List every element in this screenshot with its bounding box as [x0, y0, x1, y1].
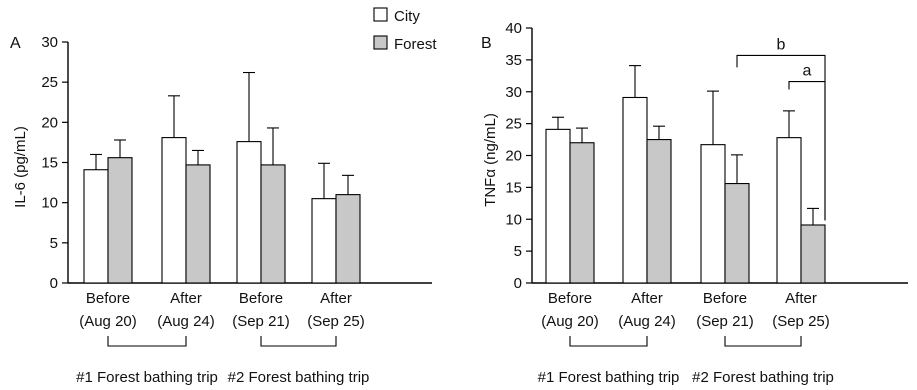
y-tick-label: 15 — [41, 155, 58, 172]
legend-swatch-forest — [373, 35, 388, 50]
bar-city — [545, 128, 571, 284]
group-bracket — [569, 336, 648, 347]
x-tick-label: After — [631, 290, 663, 307]
x-tick-label: (Aug 24) — [618, 313, 676, 330]
y-tick-label: 25 — [505, 116, 522, 133]
group-label: #2 Forest bathing trip — [692, 369, 834, 386]
y-tick-label: 15 — [505, 179, 522, 196]
bar-city — [236, 141, 262, 284]
x-tick-label: Before — [548, 290, 592, 307]
x-tick-label: (Aug 20) — [79, 313, 137, 330]
x-tick-label: (Sep 21) — [232, 313, 290, 330]
y-tick-label: 0 — [50, 275, 58, 292]
x-tick-label: Before — [239, 290, 283, 307]
bar-forest — [185, 164, 211, 284]
chart-panel-b: B 0 5 10 15 20 25 30 35 40 TNFα (ng/mL) Before (Aug … — [481, 20, 908, 386]
group-bracket — [724, 336, 802, 347]
legend: City Forest — [373, 7, 437, 53]
significance-label: a — [803, 63, 812, 80]
bar-city — [700, 144, 726, 284]
bar-city — [776, 137, 802, 284]
y-axis-label: TNFα (ng/mL) — [482, 113, 499, 207]
y-tick-label: 35 — [505, 52, 522, 69]
bar-forest — [724, 183, 750, 284]
x-tick-label: After — [785, 290, 817, 307]
y-tick-label: 30 — [41, 34, 58, 51]
x-tick-label: (Aug 24) — [157, 313, 215, 330]
x-tick-label: (Sep 21) — [696, 313, 754, 330]
legend-label: City — [394, 8, 420, 25]
y-tick-label: 20 — [505, 148, 522, 165]
significance-label: b — [777, 36, 786, 53]
legend-label: Forest — [394, 36, 437, 53]
bar-forest — [646, 139, 672, 284]
y-tick-label: 5 — [514, 243, 522, 260]
x-tick-label: After — [170, 290, 202, 307]
bar-city — [622, 96, 648, 284]
bar-city — [161, 137, 187, 284]
group-bracket — [107, 336, 187, 347]
y-tick-label: 5 — [50, 235, 58, 252]
bar-forest — [569, 142, 595, 284]
group-bracket — [260, 336, 337, 347]
group-label: #1 Forest bathing trip — [76, 369, 218, 386]
group-label: #2 Forest bathing trip — [228, 369, 370, 386]
x-tick-label: (Sep 25) — [772, 313, 830, 330]
y-tick-label: 20 — [41, 114, 58, 131]
y-tick-label: 10 — [41, 195, 58, 212]
y-tick-label: 0 — [514, 275, 522, 292]
y-tick-label: 10 — [505, 211, 522, 228]
significance-bracket — [788, 81, 826, 221]
x-tick-label: (Aug 20) — [541, 313, 599, 330]
bar-city — [311, 198, 337, 284]
bar-city — [83, 169, 109, 284]
bar-forest — [260, 164, 286, 284]
legend-swatch-city — [373, 7, 388, 22]
y-axis-label: IL-6 (pg/mL) — [12, 126, 29, 208]
x-tick-label: Before — [86, 290, 130, 307]
panel-letter: A — [10, 35, 21, 52]
x-tick-label: (Sep 25) — [307, 313, 365, 330]
bar-forest — [107, 157, 133, 284]
bar-forest — [800, 224, 826, 284]
chart-panel-a: A 0 5 10 15 20 25 30 IL-6 (pg/mL) Before (Aug 20) A… — [10, 34, 432, 386]
group-label: #1 Forest bathing trip — [538, 369, 680, 386]
y-tick-label: 25 — [41, 74, 58, 91]
y-tick-label: 30 — [505, 84, 522, 101]
bar-forest — [335, 194, 361, 284]
x-tick-label: After — [320, 290, 352, 307]
y-tick-label: 40 — [505, 20, 522, 37]
panel-letter: B — [481, 35, 492, 52]
x-tick-label: Before — [703, 290, 747, 307]
